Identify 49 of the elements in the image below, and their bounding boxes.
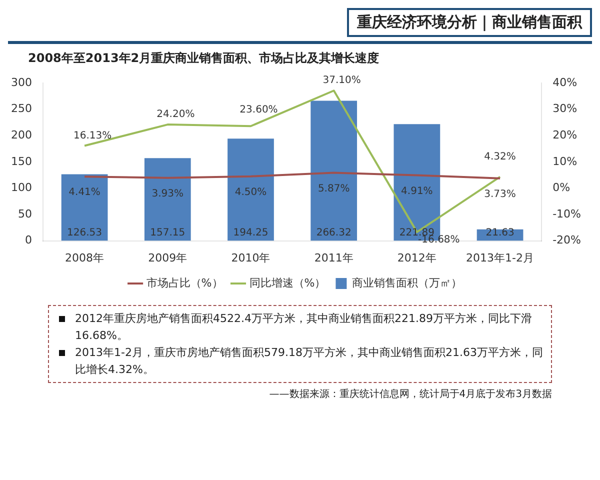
- y-tick-label: 100: [10, 181, 32, 194]
- legend-label: 市场占比（%）: [146, 276, 223, 290]
- y-tick-label: 150: [10, 154, 32, 168]
- data-label: -16.68%: [418, 234, 460, 246]
- y2-tick-label: -20%: [552, 234, 582, 247]
- data-label: 266.32: [316, 227, 352, 238]
- y-tick-label: 200: [10, 128, 32, 142]
- y-tick-label: 50: [18, 207, 32, 220]
- y2-tick-label: 10%: [552, 154, 578, 168]
- data-label: 16.13%: [73, 130, 112, 142]
- bar: [61, 174, 108, 241]
- data-label: 5.87%: [318, 183, 350, 194]
- data-label: 37.10%: [322, 75, 361, 86]
- legend-label: 同比增速（%）: [249, 276, 326, 290]
- chart-title: 重庆经济环境分析｜商业销售面积: [347, 8, 592, 37]
- data-label: 24.20%: [156, 109, 195, 120]
- y2-tick-label: 20%: [552, 128, 578, 142]
- y2-tick-label: 0%: [552, 181, 570, 194]
- data-label: 21.63: [486, 227, 514, 238]
- y-tick-label: 250: [10, 102, 32, 116]
- data-label: 4.41%: [68, 187, 100, 198]
- data-label: 194.25: [233, 227, 268, 238]
- bar: [310, 100, 358, 241]
- y2-tick-label: 30%: [552, 102, 578, 116]
- bar: [144, 158, 191, 241]
- text: ——数据来源：重庆统计信息网，统计局于4月底于发布3月数据: [268, 388, 552, 401]
- bar: [228, 138, 274, 241]
- x-tick-label: 2010年: [231, 251, 270, 264]
- x-tick-label: 2012年: [397, 251, 436, 264]
- data-label: 157.15: [150, 227, 186, 238]
- chart-subtitle: 2008年至2013年2月重庆商业销售面积、市场占比及其增长速度: [28, 50, 380, 67]
- y-tick-label: 0: [24, 234, 32, 247]
- legend-label: 商业销售面积（万㎡）: [352, 276, 462, 290]
- data-label: 3.93%: [152, 188, 184, 200]
- data-label: 4.50%: [234, 186, 267, 198]
- data-label: 23.60%: [240, 104, 278, 116]
- data-label: 4.91%: [401, 186, 433, 197]
- text: 2013年1-2月，重庆市房地产销售面积579.18万平方米，其中商业销售面积21.63万平方米，同比增长4.32%。: [75, 345, 543, 378]
- text: 2012年重庆房地产销售面积4522.4万平方米，其中商业销售面积221.89万平方米，同比下滑16.68%。: [75, 311, 533, 344]
- data-label: 4.32%: [484, 151, 516, 162]
- y2-tick-label: 40%: [552, 76, 578, 89]
- y2-tick-label: -10%: [552, 207, 582, 220]
- x-tick-label: 2013年1-2月: [466, 251, 534, 264]
- x-tick-label: 2011年: [314, 251, 354, 264]
- data-label: 3.73%: [484, 188, 516, 200]
- data-label: 126.53: [67, 227, 102, 238]
- y-tick-label: 300: [10, 76, 32, 89]
- x-tick-label: 2009年: [148, 251, 188, 264]
- x-tick-label: 2008年: [65, 251, 104, 264]
